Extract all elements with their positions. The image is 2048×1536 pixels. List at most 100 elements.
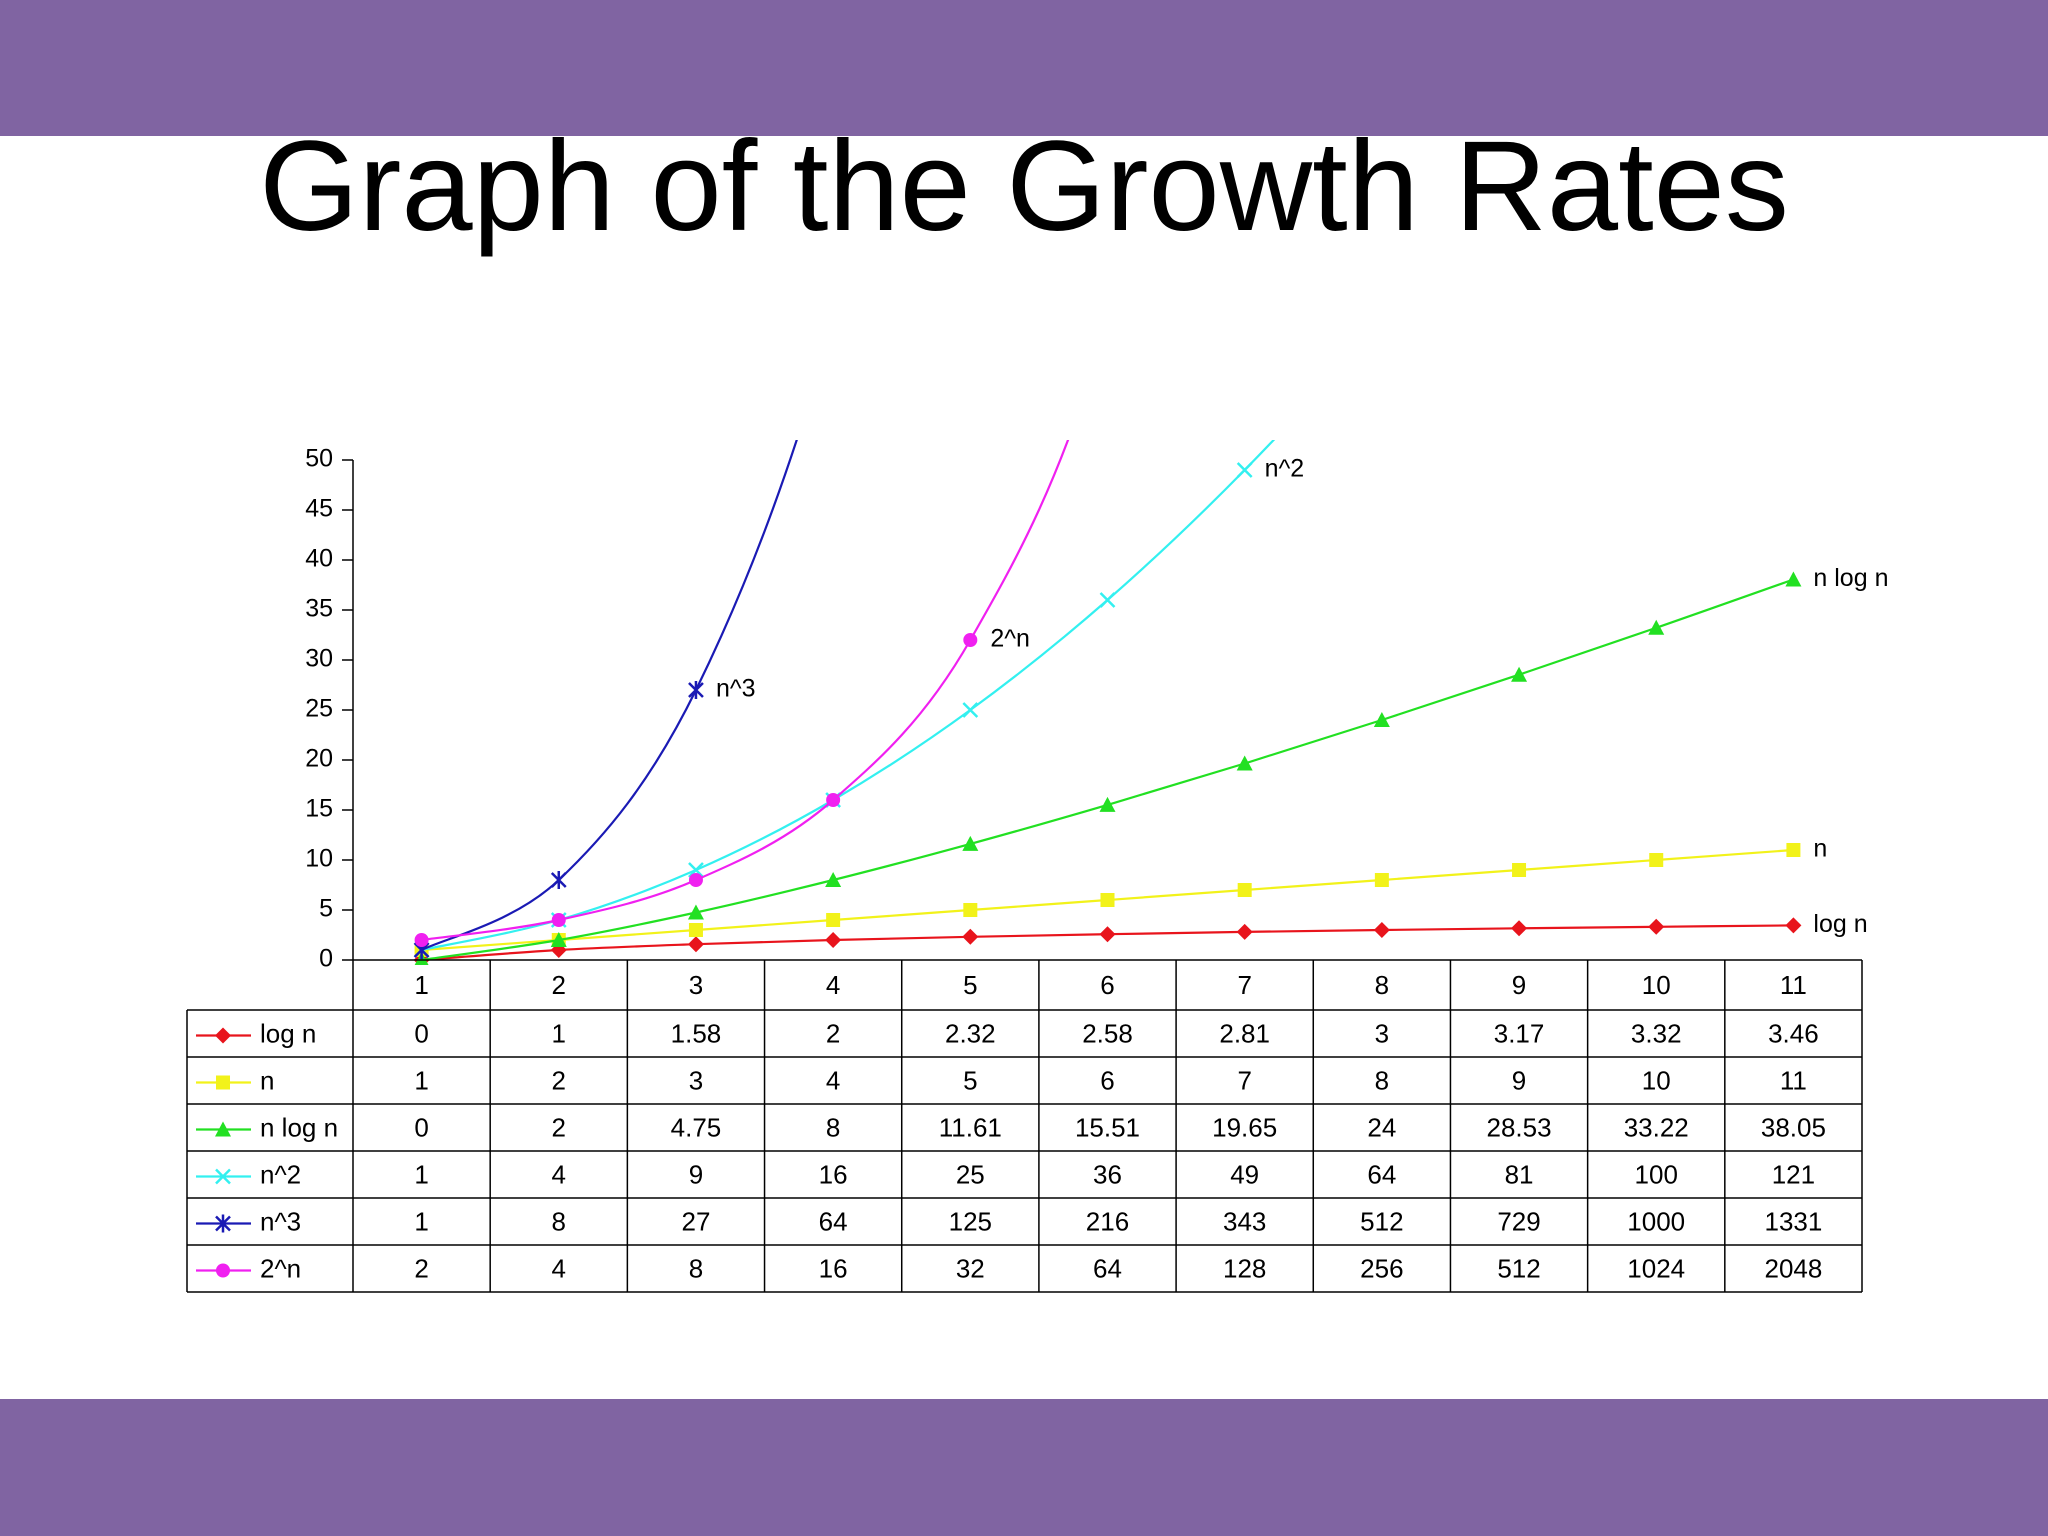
- x-tick-label: 4: [826, 970, 840, 1000]
- table-value: 49: [1230, 1159, 1259, 1189]
- legend-label: 2^n: [260, 1253, 301, 1283]
- data-point: [1649, 853, 1664, 867]
- table-value: 4: [826, 1065, 840, 1095]
- table-value: 3: [689, 1065, 703, 1095]
- data-point: [1373, 712, 1390, 727]
- y-tick-label: 50: [305, 445, 333, 473]
- data-point: [962, 835, 979, 851]
- table-value: 729: [1497, 1206, 1540, 1236]
- data-point: [962, 702, 979, 718]
- table-value: 4: [552, 1159, 566, 1189]
- data-point: [826, 793, 841, 807]
- data-point: [963, 903, 978, 917]
- data-point: [1785, 917, 1802, 934]
- table-value: 100: [1635, 1159, 1678, 1189]
- table-value: 1: [414, 1065, 428, 1095]
- data-point: [825, 872, 842, 887]
- table-value: 64: [1093, 1253, 1122, 1283]
- table-value: 343: [1223, 1206, 1266, 1236]
- table-value: 25: [956, 1159, 985, 1189]
- bottom-band: [0, 1399, 2048, 1536]
- data-point: [1375, 313, 1389, 327]
- data-point: [550, 932, 567, 947]
- x-tick-label: 7: [1237, 970, 1251, 1000]
- data-point: [1512, 863, 1527, 877]
- series-label: n log n: [1813, 564, 1888, 592]
- legend-marker: [215, 1027, 231, 1044]
- y-tick-label: 10: [305, 845, 333, 873]
- data-point: [1099, 592, 1116, 608]
- table-value: 15.51: [1075, 1112, 1140, 1142]
- y-tick-label: 15: [305, 795, 333, 823]
- table-value: 4: [552, 1253, 566, 1283]
- table-value: 128: [1223, 1253, 1266, 1283]
- table-value: 2.32: [945, 1018, 996, 1048]
- data-point: [962, 928, 979, 945]
- table-value: 64: [819, 1206, 848, 1236]
- table-value: 19.65: [1212, 1112, 1277, 1142]
- series-label: n^3: [716, 675, 756, 703]
- y-tick-label: 35: [305, 595, 333, 623]
- table-value: 64: [1367, 1159, 1396, 1189]
- x-tick-label: 2: [552, 970, 566, 1000]
- data-point: [1099, 926, 1116, 943]
- table-value: 125: [949, 1206, 992, 1236]
- plot-area: [413, 311, 1802, 965]
- table-value: 2: [414, 1253, 428, 1283]
- legend-marker: [216, 1263, 230, 1278]
- data-point: [1648, 918, 1665, 935]
- table-value: 8: [1375, 1065, 1389, 1095]
- table-value: 121: [1772, 1159, 1815, 1189]
- x-tick-label: 9: [1512, 970, 1526, 1000]
- data-point: [825, 932, 842, 948]
- table-value: 3.46: [1768, 1018, 1819, 1048]
- table-value: 512: [1497, 1253, 1540, 1283]
- table-value: 36: [1093, 1159, 1122, 1189]
- data-point: [1236, 923, 1253, 940]
- table-value: 256: [1360, 1253, 1403, 1283]
- data-point: [688, 873, 703, 887]
- data-point: [1237, 883, 1252, 897]
- table-value: 2: [552, 1112, 566, 1142]
- table-value: 33.22: [1624, 1112, 1689, 1142]
- y-tick-label: 0: [319, 945, 333, 973]
- data-point: [688, 923, 703, 937]
- table-value: 24: [1367, 1112, 1396, 1142]
- table-value: 2: [552, 1065, 566, 1095]
- table-value: 8: [552, 1206, 566, 1236]
- legend-marker: [215, 1121, 231, 1137]
- table-value: 3: [1375, 1018, 1389, 1048]
- data-point: [826, 311, 840, 329]
- series-line: [421, 440, 1070, 942]
- data-point: [1099, 796, 1116, 812]
- series-label: n^2: [1265, 455, 1305, 483]
- legend-label: n log n: [260, 1112, 338, 1142]
- y-tick-label: 25: [305, 695, 333, 723]
- series-line: [421, 578, 1794, 962]
- series-label: 2^n: [990, 625, 1030, 653]
- table-value: 216: [1086, 1206, 1129, 1236]
- table-value: 0: [414, 1018, 428, 1048]
- table-value: 1: [552, 1018, 566, 1048]
- data-point: [688, 681, 704, 699]
- table-value: 512: [1360, 1206, 1403, 1236]
- legend-label: log n: [260, 1018, 316, 1048]
- table-value: 10: [1642, 1065, 1671, 1095]
- x-tick-label: 6: [1100, 970, 1114, 1000]
- data-point: [1511, 920, 1528, 937]
- table-value: 8: [826, 1112, 840, 1142]
- x-tick-label: 8: [1375, 970, 1389, 1000]
- table-value: 6: [1100, 1065, 1114, 1095]
- chart-title: Graph of the Growth Rates: [259, 115, 1789, 258]
- table-value: 8: [689, 1253, 703, 1283]
- legend-label: n^3: [260, 1206, 301, 1236]
- table-value: 81: [1505, 1159, 1534, 1189]
- table-value: 3.32: [1631, 1018, 1682, 1048]
- table-value: 2.81: [1219, 1018, 1270, 1048]
- table-value: 2.58: [1082, 1018, 1133, 1048]
- data-point: [551, 913, 566, 927]
- data-point: [1786, 843, 1801, 857]
- table-value: 11.61: [939, 1112, 1002, 1142]
